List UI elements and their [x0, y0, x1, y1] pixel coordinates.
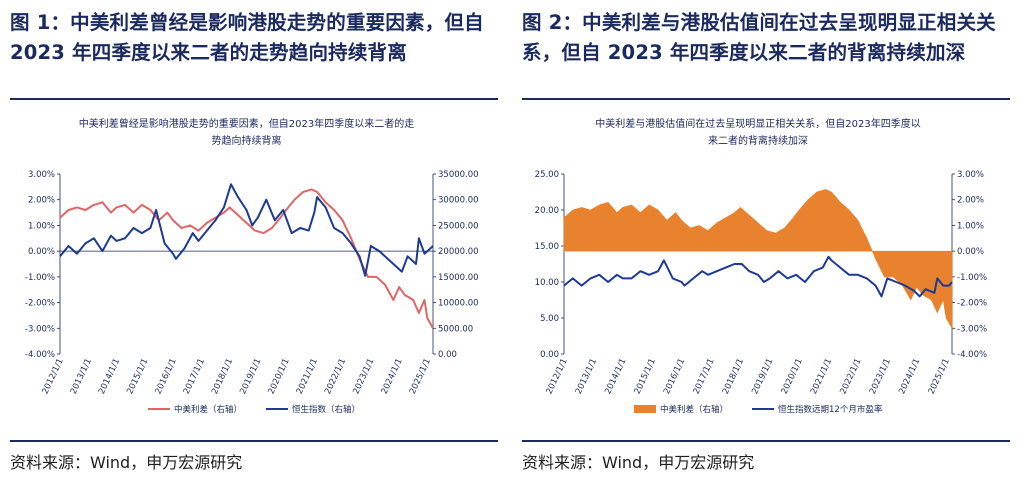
- right-tick-label: 2.00%: [957, 196, 984, 206]
- chart-title: 来二者的背离持续加深: [708, 134, 808, 147]
- x-tick-label: 2023/1/1: [868, 357, 893, 396]
- legend-label: 中美利差（右轴）: [660, 404, 728, 415]
- x-tick-label: 2016/1/1: [662, 357, 687, 396]
- series-area: [563, 189, 953, 330]
- chart-title: 势趋向持续背离: [212, 134, 282, 147]
- right-tick-label: 35000.00: [438, 170, 479, 180]
- x-tick-label: 2013/1/1: [69, 357, 94, 396]
- series-line: [563, 255, 953, 298]
- right-tick-label: 20000.00: [438, 247, 479, 257]
- series-line: [59, 183, 434, 277]
- x-tick-label: 2018/1/1: [210, 357, 235, 396]
- x-tick-label: 2020/1/1: [780, 357, 805, 396]
- left-tick-label: 15.00: [535, 242, 559, 252]
- left-tick-label: -1.00%: [25, 273, 55, 283]
- source-divider: [522, 440, 1010, 442]
- x-tick-label: 2021/1/1: [809, 357, 834, 396]
- x-tick-label: 2025/1/1: [927, 357, 952, 396]
- x-tick-label: 2012/1/1: [545, 357, 570, 396]
- right-tick-label: 15000.00: [438, 273, 479, 283]
- source-note: 资料来源：Wind，申万宏源研究: [522, 453, 755, 472]
- x-tick-label: 2022/1/1: [838, 357, 863, 396]
- left-tick-label: 10.00: [535, 278, 559, 288]
- right-tick-label: 1.00%: [957, 221, 984, 231]
- left-tick-label: 5.00: [540, 314, 559, 324]
- chart-title: 中美利差与港股估值间在过去呈现明显正相关关系，但自2023年四季度以: [595, 117, 920, 130]
- x-tick-label: 2017/1/1: [691, 357, 716, 396]
- left-tick-label: 1.00%: [28, 221, 55, 231]
- figure-title: 图 1：中美利差曾经是影响港股走势的重要因素，但自 2023 年四季度以来二者的…: [10, 11, 484, 64]
- source-note: 资料来源：Wind，申万宏源研究: [10, 453, 243, 472]
- x-tick-label: 2018/1/1: [721, 357, 746, 396]
- x-tick-label: 2015/1/1: [633, 357, 658, 396]
- right-tick-label: 25000.00: [438, 221, 479, 231]
- left-tick-label: 20.00: [535, 206, 559, 216]
- chart-2: 中美利差与港股估值间在过去呈现明显正相关关系，但自2023年四季度以来二者的背离…: [535, 117, 987, 415]
- x-tick-label: 2014/1/1: [603, 357, 628, 396]
- x-tick-label: 2014/1/1: [97, 357, 122, 396]
- right-tick-label: -4.00%: [957, 350, 987, 360]
- left-tick-label: 25.00: [535, 170, 559, 180]
- title-divider: [10, 98, 498, 100]
- left-tick-label: 0.00%: [28, 247, 55, 257]
- x-tick-label: 2024/1/1: [380, 357, 405, 396]
- figure-panel-2: 图 2：中美利差与港股估值间在过去呈现明显正相关关系，但自 2023 年四季度以…: [522, 0, 1012, 479]
- x-tick-label: 2022/1/1: [323, 357, 348, 396]
- right-tick-label: -1.00%: [957, 273, 987, 283]
- right-tick-label: -2.00%: [957, 299, 987, 309]
- x-tick-label: 2016/1/1: [154, 357, 179, 396]
- legend-label: 中美利差（右轴）: [174, 404, 242, 415]
- left-tick-label: 3.00%: [28, 170, 55, 180]
- source-divider: [10, 440, 498, 442]
- right-tick-label: 0.00%: [957, 247, 984, 257]
- x-tick-label: 2012/1/1: [41, 357, 66, 396]
- x-tick-label: 2019/1/1: [238, 357, 263, 396]
- x-tick-label: 2015/1/1: [125, 357, 150, 396]
- right-tick-label: 30000.00: [438, 196, 479, 206]
- figure-panel-1: 图 1：中美利差曾经是影响港股走势的重要因素，但自 2023 年四季度以来二者的…: [10, 0, 500, 479]
- right-tick-label: 5000.00: [438, 324, 473, 334]
- right-tick-label: 0.00: [438, 350, 457, 360]
- title-divider: [522, 98, 1010, 100]
- x-tick-label: 2019/1/1: [750, 357, 775, 396]
- left-tick-label: 0.00: [540, 350, 559, 360]
- right-tick-label: 10000.00: [438, 299, 479, 309]
- figure-title: 图 2：中美利差与港股估值间在过去呈现明显正相关关系，但自 2023 年四季度以…: [522, 11, 996, 64]
- series-line: [59, 188, 434, 329]
- legend-swatch: [634, 405, 656, 413]
- x-tick-label: 2017/1/1: [182, 357, 207, 396]
- legend-label: 恒生指数（右轴）: [292, 404, 360, 415]
- right-tick-label: -3.00%: [957, 324, 987, 334]
- x-tick-label: 2024/1/1: [897, 357, 922, 396]
- chart-1: 中美利差曾经是影响港股走势的重要因素，但自2023年四季度以来二者的走势趋向持续…: [25, 117, 479, 415]
- x-tick-label: 2021/1/1: [295, 357, 320, 396]
- left-tick-label: -2.00%: [25, 299, 55, 309]
- x-tick-label: 2025/1/1: [408, 357, 433, 396]
- right-tick-label: 3.00%: [957, 170, 984, 180]
- x-tick-label: 2013/1/1: [574, 357, 599, 396]
- left-tick-label: -4.00%: [25, 350, 55, 360]
- left-tick-label: 2.00%: [28, 196, 55, 206]
- x-tick-label: 2023/1/1: [351, 357, 376, 396]
- left-tick-label: -3.00%: [25, 324, 55, 334]
- x-tick-label: 2020/1/1: [267, 357, 292, 396]
- chart-title: 中美利差曾经是影响港股走势的重要因素，但自2023年四季度以来二者的走: [79, 117, 414, 130]
- legend-label: 恒生指数远期12个月市盈率: [778, 404, 883, 415]
